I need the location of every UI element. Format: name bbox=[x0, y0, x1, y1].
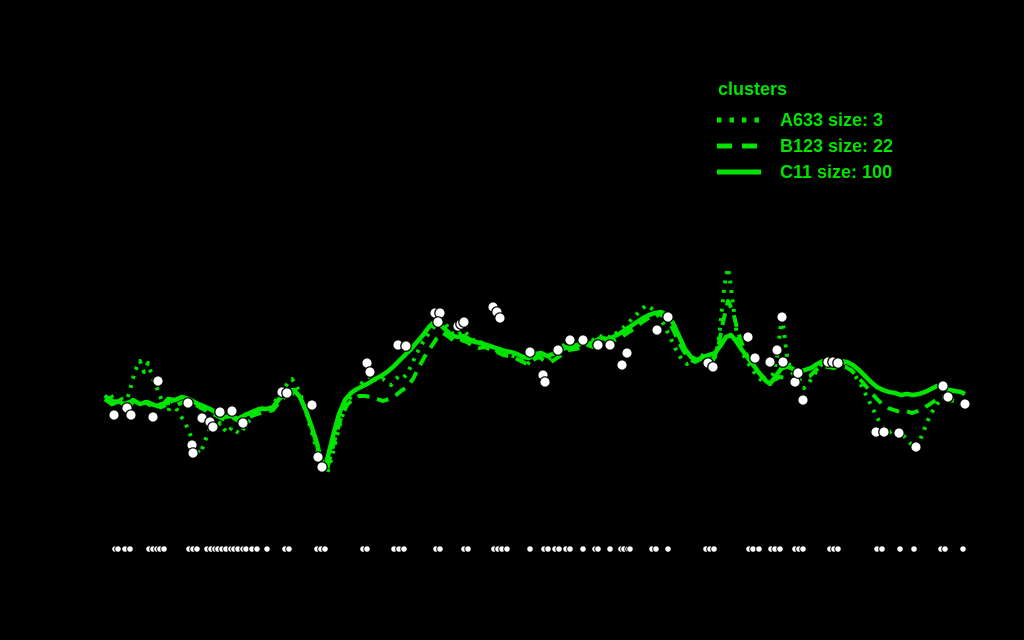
data-point bbox=[651, 324, 663, 336]
rug-dot bbox=[400, 545, 408, 553]
cluster-legend: clusters A633 size: 3 B123 size: 22 C11 si… bbox=[716, 79, 893, 185]
data-point bbox=[832, 357, 844, 369]
data-point bbox=[893, 427, 905, 439]
rug-dot bbox=[285, 545, 293, 553]
legend-line-sample-dashed bbox=[717, 143, 761, 149]
rug-dot bbox=[114, 545, 122, 553]
data-point bbox=[771, 344, 783, 356]
data-point bbox=[910, 441, 922, 453]
rug-dot bbox=[526, 545, 534, 553]
data-point bbox=[959, 398, 971, 410]
data-point bbox=[187, 447, 199, 459]
data-point bbox=[432, 316, 444, 328]
legend-line-sample-dotted bbox=[717, 117, 761, 123]
rug-dot bbox=[503, 545, 511, 553]
rug-dot bbox=[652, 545, 660, 553]
data-point bbox=[182, 397, 194, 409]
rug-dot bbox=[579, 545, 587, 553]
rug-dot bbox=[160, 545, 168, 553]
data-point bbox=[237, 417, 249, 429]
legend-item-label: B123 size: 22 bbox=[780, 135, 894, 156]
rug-dot bbox=[776, 545, 784, 553]
data-point bbox=[604, 339, 616, 351]
rug-dot bbox=[555, 545, 563, 553]
series-line-dotted bbox=[103, 266, 961, 476]
data-point bbox=[364, 366, 376, 378]
data-point bbox=[539, 376, 551, 388]
data-point bbox=[281, 387, 293, 399]
data-point bbox=[621, 347, 633, 359]
data-point bbox=[792, 367, 804, 379]
rug-dot bbox=[834, 545, 842, 553]
rug-dot bbox=[436, 545, 444, 553]
rug-dot bbox=[799, 545, 807, 553]
legend-title: clusters bbox=[718, 79, 788, 99]
data-point bbox=[306, 399, 318, 411]
data-point bbox=[564, 334, 576, 346]
rug-dot bbox=[544, 545, 552, 553]
data-point bbox=[764, 356, 776, 368]
rug-dot bbox=[193, 545, 201, 553]
rug-dot bbox=[253, 545, 261, 553]
subject-points bbox=[108, 301, 971, 473]
data-point bbox=[662, 311, 674, 323]
rug-dot bbox=[126, 545, 134, 553]
rug-dot bbox=[263, 545, 271, 553]
legend-item-A633: A633 size: 3 bbox=[716, 107, 893, 133]
data-point bbox=[458, 316, 470, 328]
data-point bbox=[108, 409, 120, 421]
data-point bbox=[312, 451, 324, 463]
data-point bbox=[552, 344, 564, 356]
rug-dot bbox=[321, 545, 329, 553]
data-point bbox=[749, 352, 761, 364]
data-point bbox=[878, 426, 890, 438]
event-rug bbox=[111, 545, 967, 553]
series-line-solid bbox=[103, 309, 967, 471]
rug-dot bbox=[910, 545, 918, 553]
data-point bbox=[214, 406, 226, 418]
legend-item-B123: B123 size: 22 bbox=[716, 133, 893, 159]
data-point bbox=[524, 346, 536, 358]
data-point bbox=[707, 361, 719, 373]
rug-dot bbox=[626, 545, 634, 553]
data-point bbox=[797, 394, 809, 406]
data-point bbox=[400, 340, 412, 352]
rug-dot bbox=[566, 545, 574, 553]
data-point bbox=[152, 375, 164, 387]
data-point bbox=[147, 411, 159, 423]
rug-dot bbox=[363, 545, 371, 553]
rug-dot bbox=[896, 545, 904, 553]
rug-dot bbox=[941, 545, 949, 553]
data-point bbox=[776, 311, 788, 323]
data-point bbox=[616, 359, 628, 371]
data-point bbox=[937, 380, 949, 392]
rug-dot bbox=[710, 545, 718, 553]
legend-item-label: C11 size: 100 bbox=[780, 161, 893, 182]
rug-dot bbox=[878, 545, 886, 553]
data-point bbox=[207, 421, 219, 433]
rug-dot bbox=[664, 545, 672, 553]
rug-dot bbox=[464, 545, 472, 553]
data-point bbox=[125, 409, 137, 421]
data-point bbox=[777, 356, 789, 368]
data-point bbox=[226, 405, 238, 417]
rug-dot bbox=[594, 545, 602, 553]
data-point bbox=[494, 312, 506, 324]
rug-dot bbox=[959, 545, 967, 553]
legend-item-C11: C11 size: 100 bbox=[716, 159, 893, 185]
data-point bbox=[742, 331, 754, 343]
legend-item-label: A633 size: 3 bbox=[780, 109, 884, 130]
series-line-dashed bbox=[103, 299, 966, 472]
data-point bbox=[592, 339, 604, 351]
rug-dot bbox=[606, 545, 614, 553]
rug-dot bbox=[755, 545, 763, 553]
legend-items: A633 size: 3 B123 size: 22 C11 size: 100 bbox=[716, 107, 893, 185]
data-point bbox=[942, 391, 954, 403]
legend-line-sample-solid bbox=[717, 169, 761, 175]
data-point bbox=[577, 334, 589, 346]
data-point bbox=[316, 461, 328, 473]
